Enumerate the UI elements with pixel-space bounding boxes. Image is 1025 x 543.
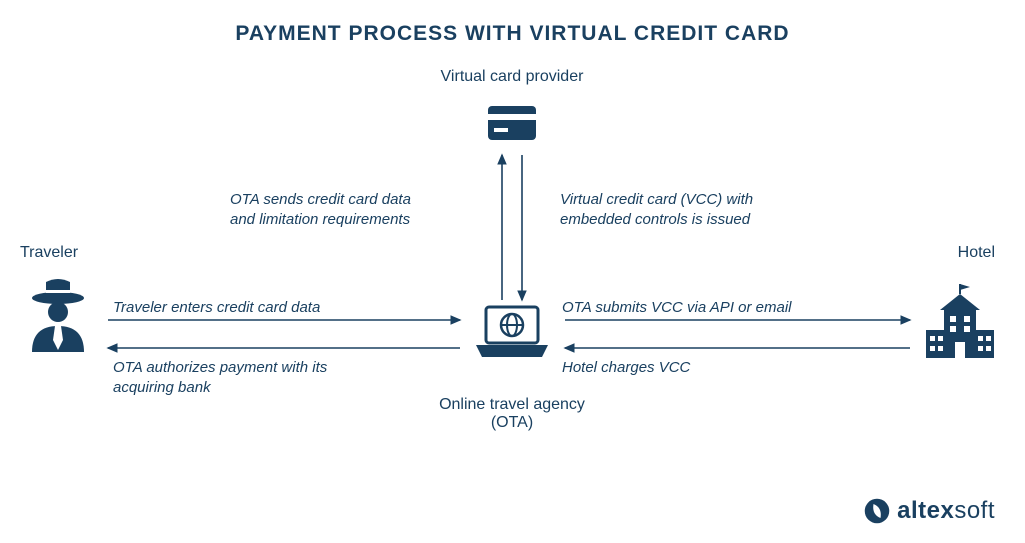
altexsoft-logo: altexsoft bbox=[863, 497, 995, 525]
altexsoft-logo-text: altexsoft bbox=[897, 497, 995, 525]
ota-label-line1: Online travel agency bbox=[439, 396, 585, 413]
ota-label: Online travel agency (OTA) bbox=[412, 396, 612, 432]
edge-label-vcp-to-ota: Virtual credit card (VCC) withembedded c… bbox=[560, 190, 820, 229]
hotel-label: Hotel bbox=[935, 244, 995, 262]
vcp-label: Virtual card provider bbox=[410, 68, 614, 86]
credit-card-icon bbox=[488, 106, 536, 140]
traveler-label: Traveler bbox=[20, 244, 100, 262]
person-hat-icon bbox=[32, 279, 84, 352]
laptop-globe-icon bbox=[476, 307, 548, 357]
edge-label-hotel-to-ota: Hotel charges VCC bbox=[562, 358, 902, 378]
altexsoft-logo-icon bbox=[863, 497, 891, 525]
edge-label-traveler-to-ota: Traveler enters credit card data bbox=[113, 298, 453, 318]
arrows bbox=[108, 155, 910, 348]
edge-label-ota-to-traveler: OTA authorizes payment with itsacquiring… bbox=[113, 358, 453, 397]
edge-label-ota-to-hotel: OTA submits VCC via API or email bbox=[562, 298, 902, 318]
building-icon bbox=[926, 284, 994, 358]
ota-label-line2: (OTA) bbox=[491, 414, 533, 431]
edge-label-ota-to-vcp: OTA sends credit card dataand limitation… bbox=[230, 190, 480, 229]
